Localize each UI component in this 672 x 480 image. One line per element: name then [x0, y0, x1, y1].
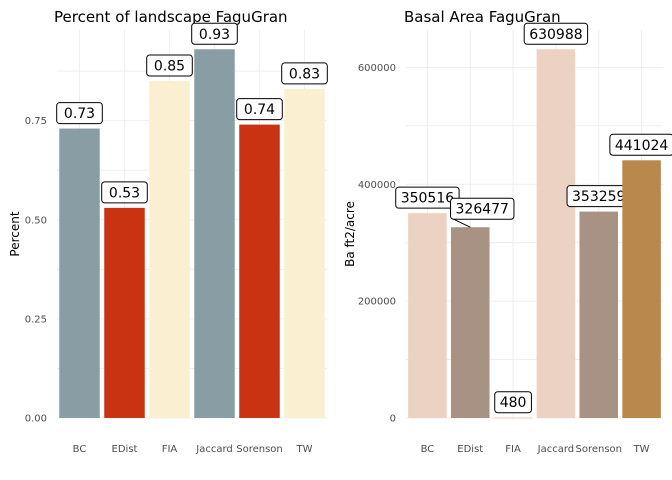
percent-bar-fia: [149, 80, 190, 418]
percent-bar-tw: [284, 88, 325, 419]
basal-area-bar-tw: [622, 160, 661, 418]
percent-data-label-fia: 0.85: [146, 54, 193, 77]
percent-bar-bc: [59, 128, 100, 419]
basal-area-data-label-box: [395, 186, 460, 209]
percent-bar-sorenson: [239, 124, 280, 419]
percent-data-label-text: 0.74: [244, 102, 275, 118]
percent-chart: Percent of landscape FaguGran Percent 0.…: [8, 8, 328, 455]
percent-x-tick-label: BC: [73, 444, 87, 455]
percent-y-tick-label: 0.50: [25, 215, 47, 226]
basal-area-data-label-text: 480: [500, 395, 527, 411]
basal-area-x-tick-label: Sorenson: [575, 444, 622, 455]
percent-data-label-bc: 0.73: [56, 102, 103, 125]
basal-area-x-tick-label: Jaccard: [537, 444, 574, 455]
percent-data-label-text: 0.53: [109, 185, 140, 201]
percent-data-label-tw: 0.83: [281, 62, 328, 85]
percent-y-tick-label: 0.75: [25, 116, 47, 127]
percent-bar-jaccard: [194, 49, 235, 418]
basal-area-x-tick-label: BC: [421, 444, 435, 455]
percent-data-label-text: 0.85: [154, 58, 185, 74]
percent-data-label-text: 0.83: [289, 66, 320, 82]
basal-area-x-tick-label: TW: [633, 444, 650, 455]
basal-area-data-label-leader: [453, 218, 471, 228]
basal-area-y-tick-label: 0: [390, 414, 396, 425]
percent-x-tick-label: Jaccard: [195, 444, 232, 455]
basal-area-chart-y-axis-label: Ba ft2/acre: [343, 201, 357, 267]
basal-area-data-label-fia: 480: [494, 391, 532, 414]
basal-area-bar-bc: [408, 213, 447, 418]
percent-chart-y-axis-label: Percent: [8, 211, 22, 256]
percent-data-label-box: [146, 54, 193, 77]
basal-area-chart: Basal Area FaguGran Ba ft2/acre 0 200000 4…: [343, 8, 672, 455]
basal-area-data-label-box: [523, 22, 589, 45]
basal-area-data-label-bc: 350516: [395, 186, 460, 209]
percent-x-tick-label: EDist: [112, 444, 138, 455]
percent-data-label-sorenson: 0.74: [236, 98, 283, 121]
basal-area-data-label-sorenson: 353259: [566, 185, 631, 208]
basal-area-data-label-box: [450, 197, 515, 220]
percent-x-tick-label: FIA: [162, 444, 178, 455]
basal-area-y-tick-label: 400000: [358, 180, 396, 191]
percent-data-label-box: [191, 22, 238, 45]
basal-area-data-label-text: 441024: [615, 138, 669, 154]
basal-area-y-tick-label: 200000: [358, 297, 396, 308]
basal-area-data-label-tw: 441024: [609, 133, 672, 156]
basal-area-data-label-text: 326477: [456, 202, 509, 218]
percent-y-tick-label: 0.00: [25, 414, 47, 425]
basal-area-x-tick-label: EDist: [457, 444, 483, 455]
percent-chart-title: Percent of landscape FaguGran: [54, 8, 288, 26]
basal-area-bar-jaccard: [536, 49, 576, 418]
basal-area-chart-title: Basal Area FaguGran: [404, 8, 561, 26]
percent-data-label-box: [281, 62, 328, 85]
percent-x-tick-label: Sorenson: [236, 444, 283, 455]
percent-bar-edist: [104, 207, 145, 418]
basal-area-data-label-box: [494, 391, 532, 414]
percent-data-label-box: [56, 102, 103, 125]
basal-area-data-label-text: 630988: [529, 27, 582, 43]
percent-data-label-jaccard: 0.93: [191, 22, 238, 45]
percent-data-label-box: [236, 98, 283, 121]
percent-data-label-box: [101, 181, 148, 204]
basal-area-data-label-text: 353259: [572, 189, 625, 205]
basal-area-data-label-text: 350516: [401, 191, 455, 207]
basal-area-bar-fia: [493, 417, 533, 419]
percent-x-tick-label: TW: [296, 444, 313, 455]
percent-data-label-edist: 0.53: [101, 181, 148, 204]
basal-area-data-label-jaccard: 630988: [523, 22, 589, 45]
percent-y-tick-label: 0.25: [25, 314, 47, 325]
basal-area-bar-sorenson: [579, 211, 619, 418]
percent-data-label-text: 0.73: [64, 106, 95, 122]
basal-area-data-label-box: [609, 133, 672, 156]
basal-area-x-tick-label: FIA: [505, 444, 521, 455]
basal-area-y-tick-label: 600000: [358, 63, 396, 74]
basal-area-bar-edist: [450, 227, 490, 418]
basal-area-data-label-edist: 326477: [450, 197, 515, 228]
percent-data-label-text: 0.93: [199, 27, 230, 43]
